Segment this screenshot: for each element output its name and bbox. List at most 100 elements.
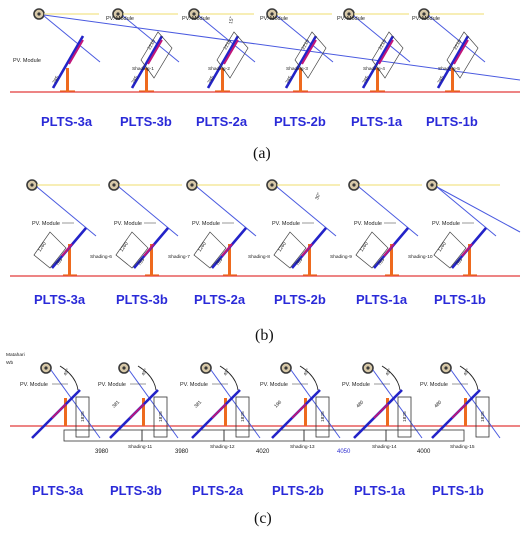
sun-center-icon [366,366,370,370]
plts-label: PLTS-1a [356,292,408,307]
plts-label: PLTS-1b [426,114,478,129]
sun-ray-line [358,186,419,237]
sun-center-icon [422,12,426,16]
panel-shade-line [461,243,473,257]
shading-label: Shading-4 [363,66,385,72]
height-box [235,396,250,438]
base-dimension-label: 785 [215,257,225,267]
panel-shade-line [143,243,155,257]
pv-module-label: PV. Module [260,382,288,388]
pole [142,398,145,426]
sun-ray-line [36,186,97,237]
angle-label: 45° [141,368,150,377]
angle-label: 45° [303,368,312,377]
plts-label: PLTS-2a [192,483,244,498]
sun-center-icon [204,366,208,370]
sun-center-icon [190,183,194,187]
sun-ray-line [196,186,257,237]
angle-arc [219,365,239,391]
spacing-label: 4020 [256,449,270,455]
angle-arc [59,365,79,391]
sun-ray-line [198,15,256,63]
dimension-label: 2210 [453,38,464,51]
dimension-box [193,231,227,269]
pole [376,68,379,92]
base-dimension-label: 785 [455,257,465,267]
plts-label: PLTS-1a [351,114,403,129]
dimension-box [140,31,173,79]
shadow-length-label: 480 [355,399,365,409]
sun-center-icon [112,183,116,187]
pv-module-label: PV. Module [13,58,41,64]
pv-panel-line [284,35,318,89]
pv-panel-line [130,35,164,89]
panel-shade-line [68,39,84,65]
pv-module-label: PV. Module [354,221,382,227]
sun-center-icon [192,12,196,16]
sun-center-icon [352,183,356,187]
angle-label: 45° [385,368,394,377]
dimension-label: 2210 [301,38,312,51]
shading-label: Shading-15 [450,444,475,450]
sun-ray-line [290,369,341,439]
base-dimension-label: 785 [295,257,305,267]
base-dimension-label: 785 [377,257,387,267]
base-dimension-label: 785 [362,75,371,85]
panel-b: 1260 785 PV. Module PLTS-3a 1260 785 PV. Modul… [10,179,521,344]
dimension-label: 2210 [378,38,389,51]
dimension-label: 2210 [223,38,234,51]
plts-label: PLTS-3b [120,114,172,129]
pole [221,68,224,92]
shading-label: Shading-7 [168,254,190,260]
panel-shade-line [129,403,145,419]
shading-label: Shading-2 [208,66,230,72]
pole [386,398,389,426]
plts-label: PLTS-1a [354,483,406,498]
panel-shade-line [223,39,239,65]
sun-ray-long-line [436,186,521,233]
sun-center-icon [270,183,274,187]
angle-arc [459,365,479,391]
dimension-label: 2210 [147,38,158,51]
sun-ray-line [436,186,497,237]
plts-label: PLTS-3b [116,292,168,307]
plts-label: PLTS-3a [32,483,84,498]
base-dimension-label: 785 [137,257,147,267]
height-label: 1825 [80,411,86,422]
shading-label: Shading-12 [210,444,235,450]
sun-ray-line [276,186,337,237]
height-label: 1825 [240,411,246,422]
sun-ray-line [122,15,180,63]
shading-label: Shading-10 [408,254,433,260]
panel-shade-line [147,39,163,65]
sun-center-icon [44,366,48,370]
sun-ray-line [450,369,501,439]
pv-panel-line [206,35,240,89]
dimension-box [115,231,149,269]
dimension-label: 1260 [437,241,448,253]
angle-label: 45° [463,368,472,377]
plts-label: PLTS-2b [272,483,324,498]
pole [390,244,393,276]
panel-shade-line [451,403,467,419]
pv-module-label: PV. Module [98,382,126,388]
spacing-label: 4050 [337,449,351,455]
shadow-length-label: 381 [111,399,121,409]
shading-label: Shading-9 [330,254,352,260]
pv-module-label: PV. Module [20,382,48,388]
height-label: 1825 [158,411,164,422]
angle-arc [381,365,401,391]
panel-a: 785 PV. Module PLTS-3a 2210 Shading-1 785 PV. … [10,8,521,162]
panel-shade-line [301,39,317,65]
plts-label: PLTS-3a [34,292,86,307]
angle-arc [137,365,157,391]
height-box [397,396,412,438]
base-dimension-label: 785 [52,75,61,85]
base-dimension-label: 785 [131,75,140,85]
dimension-box [33,231,67,269]
dimension-label: 1260 [197,241,208,253]
dimension-box [371,31,404,79]
dimension-box [216,31,249,79]
base-dimension-label: 785 [437,75,446,85]
